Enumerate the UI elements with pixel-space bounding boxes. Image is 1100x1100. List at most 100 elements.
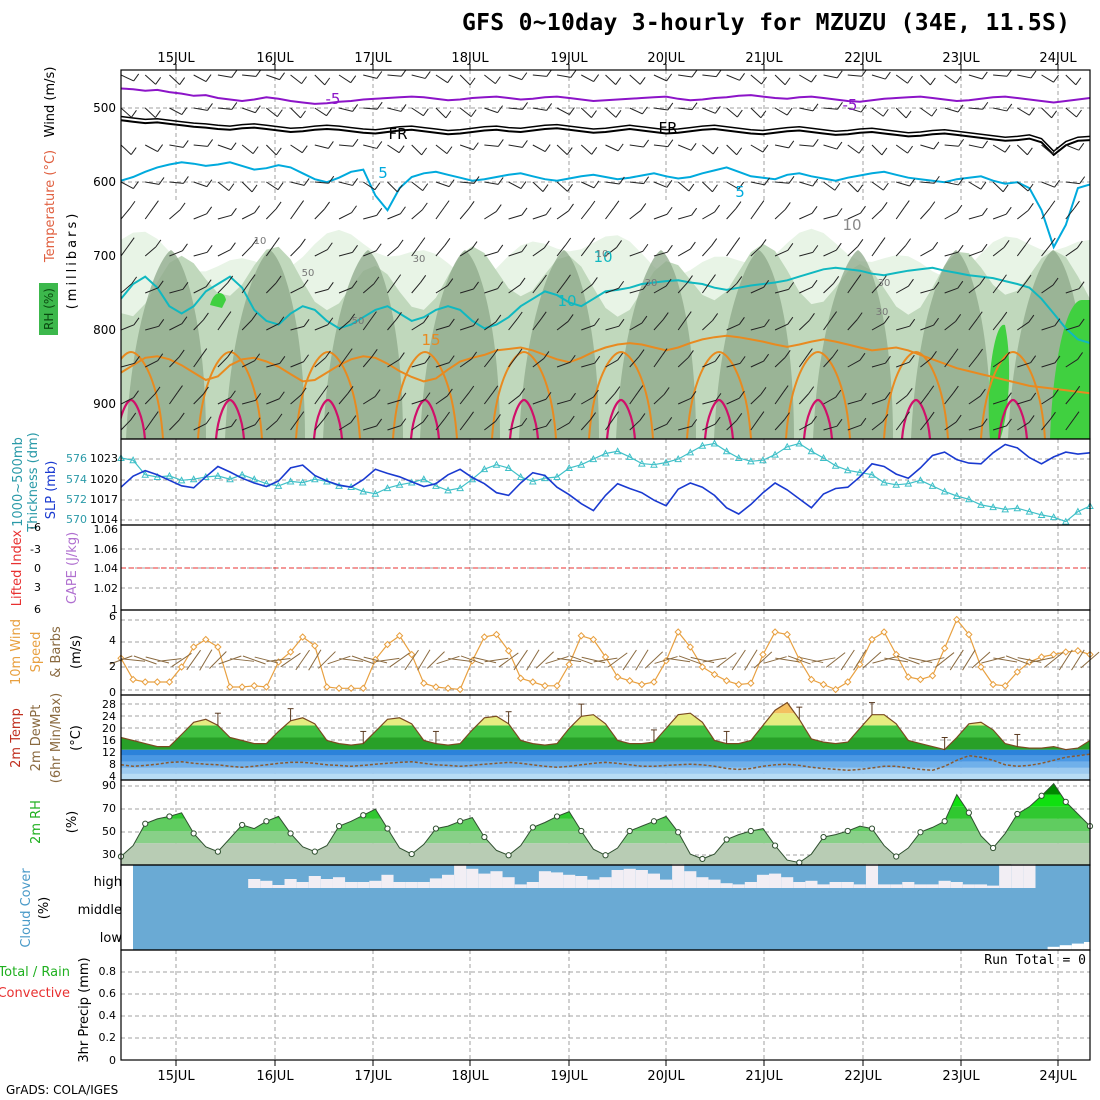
wind-barb xyxy=(169,392,178,405)
wind-barb xyxy=(121,397,134,405)
wind-barb-flag xyxy=(667,244,673,253)
wind-barb xyxy=(121,144,132,155)
wind-barb-flag xyxy=(1030,70,1037,79)
wind-barb-flag xyxy=(350,75,357,83)
wind-barb-flag xyxy=(882,108,889,117)
wind-barb xyxy=(678,107,693,111)
wind-barb xyxy=(992,181,1004,193)
cloud-low-bar xyxy=(1059,945,1072,950)
wind-barb-flag xyxy=(178,349,185,358)
wind-barb xyxy=(581,362,595,368)
cloud-high-gap xyxy=(393,882,406,888)
surface-wind-barb xyxy=(209,651,227,669)
contour-17c xyxy=(197,350,263,439)
wind-barb xyxy=(1017,74,1032,79)
wind-barb-flag xyxy=(255,393,262,401)
wind-barb-flag xyxy=(521,140,528,148)
wind-barb xyxy=(629,210,642,220)
wind-barb-flag xyxy=(908,278,914,287)
surface-wind-barb xyxy=(186,649,201,671)
thickness-point xyxy=(722,447,731,455)
wind-barb xyxy=(217,282,229,294)
wind-speed-point xyxy=(480,633,489,641)
wind-barb-flag xyxy=(812,138,819,147)
temp-tick: 12 xyxy=(102,746,116,759)
wind-barb xyxy=(726,208,737,220)
wind-barb-flag xyxy=(279,356,286,364)
wind-barb xyxy=(823,356,834,368)
wind-barb-flag xyxy=(883,315,890,324)
wind-barb xyxy=(968,355,978,368)
wind-barb xyxy=(580,207,591,220)
top-date-label: 23JUL xyxy=(942,51,980,66)
wind-barb xyxy=(145,181,160,185)
rh-band-50 xyxy=(911,250,991,439)
wind-barb-flag xyxy=(881,202,888,210)
cloud-high-gap xyxy=(441,874,455,888)
wind-barb-flag xyxy=(540,311,547,320)
wind-barb xyxy=(121,181,134,189)
wind-barb xyxy=(750,246,762,257)
thickness-point xyxy=(747,457,755,465)
wind-barb xyxy=(193,74,207,82)
wind-barb xyxy=(508,107,523,110)
wind-barb-flag xyxy=(568,203,574,212)
wind-barb-flag xyxy=(495,204,502,212)
wind-barb-flag xyxy=(812,103,819,112)
wind-speed-point xyxy=(214,643,222,651)
surface-wind-barb xyxy=(949,649,964,671)
wind-barb-flag xyxy=(492,385,499,394)
wind-barb xyxy=(121,107,132,118)
wind-barb-flag xyxy=(884,71,891,80)
wind-barb-flag xyxy=(736,147,743,156)
thickness-point xyxy=(904,479,913,487)
wind-barb-flag xyxy=(882,182,889,191)
wind-barb-flag xyxy=(347,385,354,394)
wind-barb xyxy=(847,107,862,113)
wind-barb xyxy=(895,207,905,220)
wind-barb xyxy=(1017,321,1030,331)
wind-barb xyxy=(1041,107,1052,119)
wind-barb xyxy=(411,244,421,257)
wind-speed-point xyxy=(250,682,258,690)
wind-barb-flag xyxy=(1051,146,1058,155)
wind-barb xyxy=(556,281,566,294)
rh-contour-label: 30 xyxy=(645,278,658,289)
wind-barb-flag xyxy=(1076,240,1083,249)
thickness-point xyxy=(662,458,670,466)
wind-barb-flag xyxy=(882,414,889,422)
wind-speed-point xyxy=(589,635,598,644)
surface-wind-barb xyxy=(254,656,279,664)
wind-barb xyxy=(677,181,690,192)
thickness-label: Thickness (dm) xyxy=(26,432,41,532)
wind-barb-flag xyxy=(736,109,743,118)
rh-band-50 xyxy=(420,250,500,439)
wind-barb xyxy=(992,281,1002,294)
rh-point xyxy=(384,825,391,832)
cloud-high-gap xyxy=(878,884,891,888)
wind-speed-point xyxy=(492,630,501,639)
wind-barb-flag xyxy=(806,348,813,356)
wind-barb-flag xyxy=(567,184,573,192)
wind-barb xyxy=(895,285,909,294)
cloud-high-gap xyxy=(381,874,394,888)
wind-barb xyxy=(1017,422,1030,431)
wind-barb-flag xyxy=(207,139,214,147)
contour-20c xyxy=(121,398,147,439)
wind-barb xyxy=(217,356,229,368)
wind-barb-flag xyxy=(952,348,959,357)
wind-barb xyxy=(144,246,157,257)
rh-point xyxy=(747,827,754,835)
wind-barb-flag xyxy=(979,388,986,397)
wind-barb xyxy=(144,107,156,118)
wind-barb-flag xyxy=(811,206,818,214)
wind-barb xyxy=(629,322,643,331)
wind-barb xyxy=(726,419,738,431)
wind-barb xyxy=(920,181,935,184)
wind-speed-point xyxy=(359,684,367,692)
wind-barb xyxy=(144,144,158,152)
wind-barb-flag xyxy=(1078,142,1085,151)
wind-barb-flag xyxy=(808,386,815,394)
wind-barb xyxy=(847,319,858,331)
wind-barb-flag xyxy=(275,275,282,284)
